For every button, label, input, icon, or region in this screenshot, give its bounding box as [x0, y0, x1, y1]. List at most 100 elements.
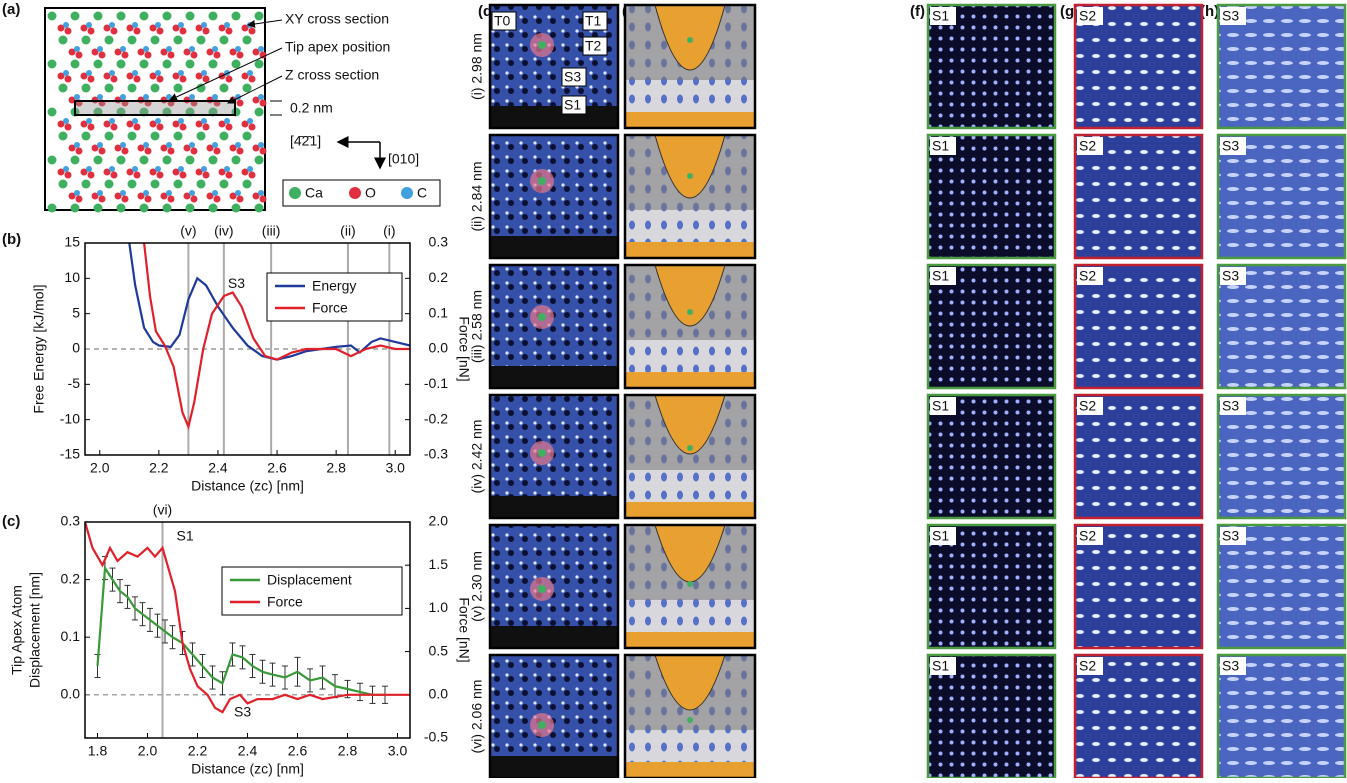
atom — [156, 123, 164, 131]
atom — [189, 142, 195, 148]
legend-text: Force — [267, 594, 303, 610]
frame — [623, 523, 757, 650]
atom — [196, 131, 206, 141]
x-tick-label: 3.0 — [388, 743, 408, 759]
y-tick-label: 5 — [72, 304, 80, 320]
row-label: (v) 2.30 nm — [469, 551, 485, 622]
x-tick-label: 2.0 — [90, 460, 110, 476]
inset-label: S2 — [1079, 268, 1096, 284]
y2-tick-label: 2.0 — [429, 513, 449, 529]
panel-label: (a) — [2, 1, 20, 18]
atom — [64, 123, 72, 131]
frame — [926, 3, 1057, 130]
atom — [127, 83, 137, 93]
atom — [133, 171, 141, 179]
atom — [57, 72, 65, 80]
atom — [74, 190, 80, 196]
atom — [132, 118, 138, 124]
atom — [236, 99, 244, 107]
atom — [167, 195, 175, 203]
legend-text: Force — [312, 300, 348, 316]
marker-label: (ii) — [340, 223, 356, 239]
atom — [242, 179, 252, 189]
atom — [143, 46, 149, 52]
atom — [173, 35, 183, 45]
y2-tick-label: 0.0 — [429, 340, 449, 356]
image-g — [1075, 525, 1202, 648]
atom — [242, 35, 252, 45]
inset-bg — [930, 7, 956, 25]
row-label: (iii) 2.58 nm — [469, 290, 485, 363]
plot-frame — [84, 242, 411, 456]
x-tick-label: 2.8 — [326, 460, 346, 476]
tip-atom — [687, 445, 693, 451]
atom — [201, 70, 207, 76]
atom — [201, 22, 207, 28]
tip — [654, 524, 726, 583]
atom — [103, 120, 111, 128]
inset-label: S3 — [1222, 8, 1239, 24]
frame — [1216, 3, 1347, 130]
legend-text: O — [365, 185, 376, 201]
atom — [156, 171, 164, 179]
marker-label: (iii) — [262, 223, 281, 239]
atom — [74, 142, 80, 148]
atom — [68, 192, 76, 200]
atom — [75, 147, 83, 155]
atom — [248, 171, 256, 179]
y2-tick-label: 0.3 — [429, 234, 449, 250]
substrate — [625, 242, 755, 258]
inset-label: S1 — [564, 97, 581, 113]
image-h — [1218, 265, 1345, 388]
atom — [63, 118, 69, 124]
legend-dot — [401, 187, 413, 199]
atom — [219, 179, 229, 189]
atom — [81, 35, 91, 45]
atom — [179, 171, 187, 179]
atom — [97, 94, 103, 100]
atom — [87, 123, 95, 131]
substrate — [625, 112, 755, 128]
x-tick-label: 3.0 — [385, 460, 405, 476]
legend-text: C — [417, 185, 427, 201]
atom — [86, 118, 92, 124]
atom — [58, 35, 68, 45]
atom — [202, 75, 210, 83]
atom — [213, 147, 221, 155]
tip — [654, 394, 726, 455]
x-axis-title: Distance (zc) [nm] — [191, 761, 304, 777]
frame — [488, 523, 620, 650]
atom — [172, 168, 180, 176]
atoms — [47, 11, 267, 213]
legend-box — [266, 272, 403, 322]
atom — [225, 27, 233, 35]
series-line — [85, 522, 410, 714]
atom — [218, 168, 226, 176]
tip-atom — [538, 313, 546, 321]
inset-label: S2 — [1079, 138, 1096, 154]
x-tick-label: 2.8 — [338, 743, 358, 759]
inset-bg — [1220, 137, 1246, 155]
atom — [190, 51, 198, 59]
inset-bg — [561, 67, 587, 87]
image-g — [1075, 395, 1202, 518]
atom — [229, 144, 237, 152]
atom — [156, 27, 164, 35]
atom — [162, 155, 172, 165]
atom — [254, 155, 264, 165]
atom — [173, 83, 183, 93]
atom — [80, 24, 88, 32]
series-line — [143, 243, 410, 431]
atom — [178, 22, 184, 28]
tip — [654, 654, 726, 711]
atom — [126, 168, 134, 176]
atom — [258, 94, 264, 100]
atom — [68, 48, 76, 56]
atom — [206, 144, 214, 152]
atom — [208, 155, 218, 165]
image-f — [928, 655, 1055, 778]
atom — [97, 46, 103, 52]
atom — [254, 59, 264, 69]
atom — [231, 11, 241, 21]
substrate — [625, 372, 755, 388]
